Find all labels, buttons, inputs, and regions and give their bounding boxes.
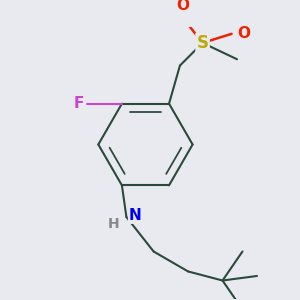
Text: H: H <box>108 217 119 231</box>
Text: F: F <box>73 96 84 111</box>
Text: N: N <box>129 208 142 223</box>
Text: O: O <box>176 0 189 13</box>
Text: S: S <box>196 34 208 52</box>
Text: O: O <box>237 26 250 41</box>
